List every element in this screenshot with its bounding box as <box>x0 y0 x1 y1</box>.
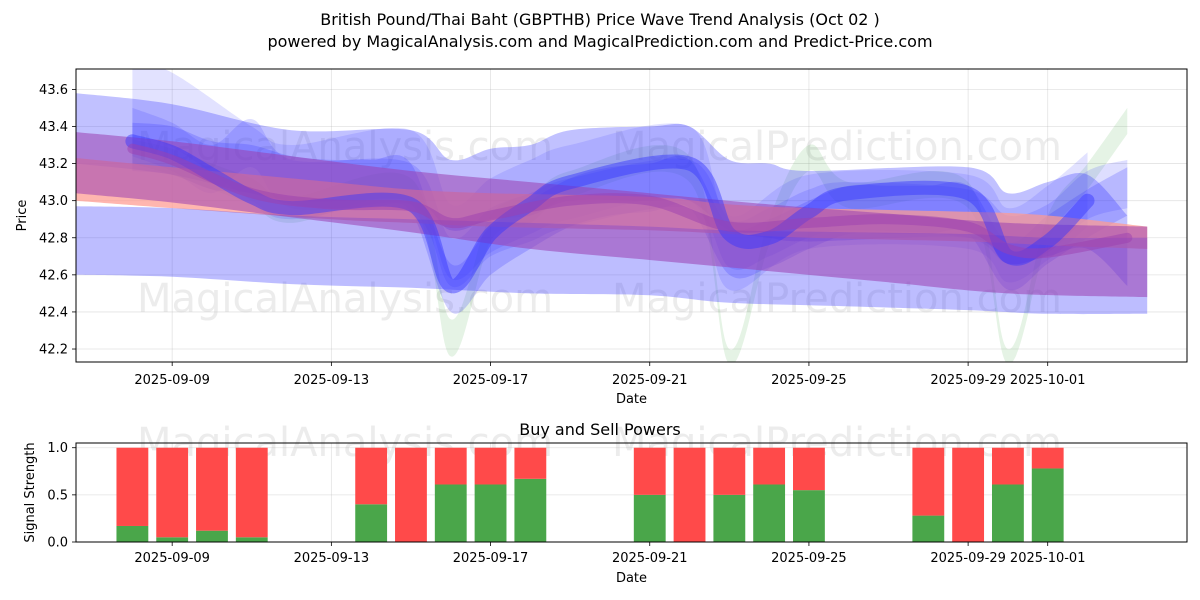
sell-bar <box>116 447 149 526</box>
buy-bar <box>753 484 786 542</box>
buy-bar <box>156 537 189 542</box>
figure-title: British Pound/Thai Baht (GBPTHB) Price W… <box>320 10 880 29</box>
bar-plot-frame <box>75 442 1188 543</box>
x-tick-label: 2025-10-01 <box>1010 551 1086 566</box>
sell-bar <box>355 447 388 505</box>
x-tick-label: 2025-09-25 <box>771 373 847 388</box>
figure-subtitle: powered by MagicalAnalysis.com and Magic… <box>267 32 932 51</box>
buy-bar <box>633 494 666 542</box>
x-tick-label: 2025-09-29 <box>930 551 1006 566</box>
y-tick-label: 43.6 <box>39 83 68 98</box>
sell-bar <box>633 447 666 495</box>
x-tick-label: 2025-09-21 <box>612 551 688 566</box>
sell-bar <box>753 447 786 485</box>
y-tick-label: 42.4 <box>39 305 68 320</box>
sell-bar <box>991 447 1024 485</box>
sell-bar <box>793 447 825 491</box>
buy-bar <box>793 490 825 542</box>
buy-bar <box>1031 468 1064 542</box>
sell-bar <box>434 447 467 485</box>
sell-bar <box>1031 447 1064 469</box>
sell-bar <box>235 447 268 538</box>
buy-bar <box>235 537 268 542</box>
buy-bar <box>474 484 507 542</box>
buy-bar <box>713 494 746 542</box>
buy-bar <box>434 484 467 542</box>
x-tick-label: 2025-09-17 <box>453 551 529 566</box>
price-band <box>76 132 1148 298</box>
sell-bar <box>196 447 228 531</box>
x-tick-label: 2025-09-13 <box>294 373 370 388</box>
y-axis-label: Price <box>15 200 30 232</box>
sell-bar <box>952 447 985 542</box>
sell-bar <box>474 447 507 485</box>
buy-bar <box>912 515 945 542</box>
x-tick-label: 2025-09-25 <box>771 551 847 566</box>
x-tick-label: 2025-09-09 <box>134 373 210 388</box>
x-axis-label: Date <box>616 571 647 586</box>
price-line <box>127 143 1133 259</box>
buy-bar <box>991 484 1024 542</box>
y-axis-label: Signal Strength <box>23 442 38 542</box>
y-tick-label: 43.2 <box>39 157 68 172</box>
x-tick-label: 2025-09-17 <box>453 373 529 388</box>
buy-bar <box>196 530 228 542</box>
x-tick-label: 2025-09-29 <box>930 373 1006 388</box>
sell-bar <box>912 447 945 516</box>
sell-bar <box>713 447 746 495</box>
y-tick-label: 43.0 <box>39 194 68 209</box>
y-tick-label: 42.8 <box>39 231 68 246</box>
sell-bar <box>395 447 427 542</box>
x-axis-label: Date <box>616 392 647 407</box>
y-tick-label: 0.5 <box>47 488 68 503</box>
y-tick-label: 42.2 <box>39 343 68 358</box>
plot-frame <box>75 68 1188 363</box>
buy-bar <box>116 525 149 542</box>
y-tick-label: 1.0 <box>47 441 68 456</box>
y-tick-label: 43.4 <box>39 120 68 135</box>
price-band <box>132 107 1128 362</box>
price-series <box>76 69 1148 362</box>
x-tick-label: 2025-09-13 <box>294 551 370 566</box>
bar-chart-title: Buy and Sell Powers <box>519 420 681 439</box>
sell-bar <box>156 447 189 538</box>
x-tick-label: 2025-09-09 <box>134 551 210 566</box>
x-tick-label: 2025-09-21 <box>612 373 688 388</box>
price-line <box>125 134 1095 294</box>
x-tick-label: 2025-10-01 <box>1010 373 1086 388</box>
sell-bar <box>514 447 547 479</box>
watermark-text: MagicalPrediction.com <box>612 124 1062 170</box>
y-tick-label: 42.6 <box>39 268 68 283</box>
sell-bar <box>673 447 706 542</box>
y-tick-label: 0.0 <box>47 536 68 551</box>
buy-bar <box>355 504 388 542</box>
watermark-text: MagicalAnalysis.com <box>137 276 553 322</box>
buy-bar <box>514 478 547 542</box>
